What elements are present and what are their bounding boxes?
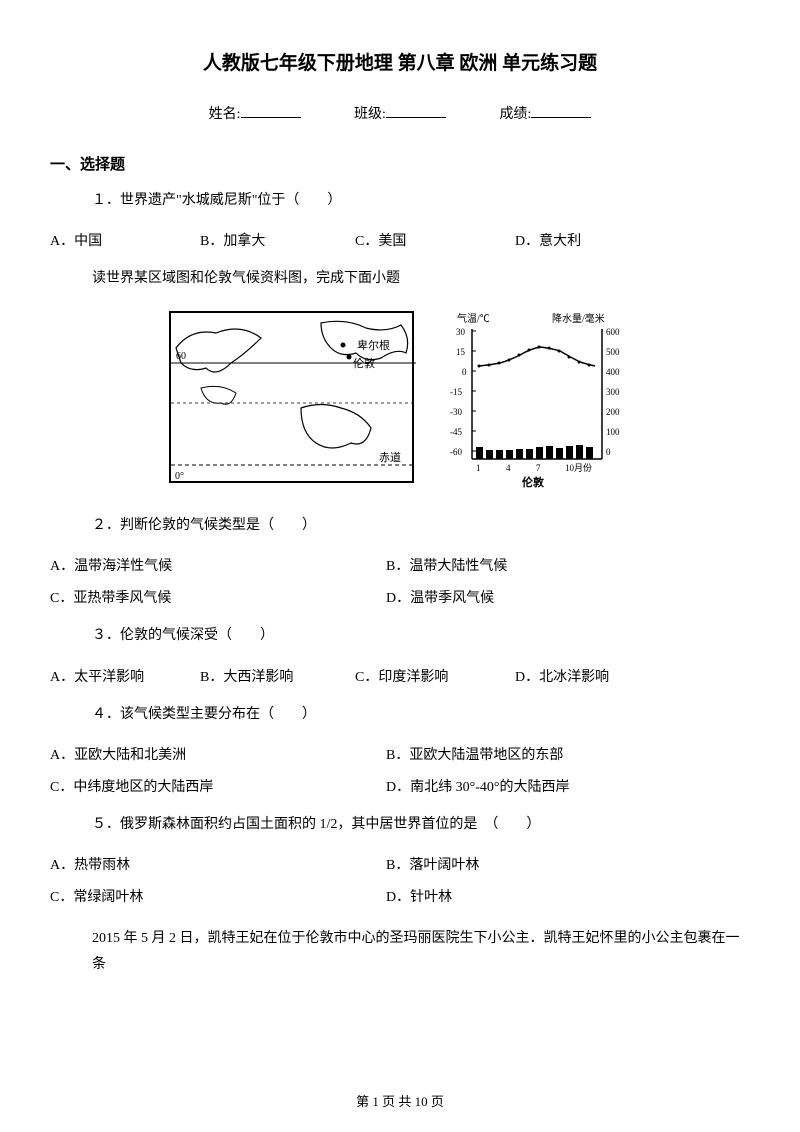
svg-text:100: 100	[606, 427, 620, 437]
section-1-header: 一、选择题	[50, 153, 750, 174]
svg-text:-15: -15	[450, 387, 462, 397]
svg-text:500: 500	[606, 347, 620, 357]
name-blank[interactable]	[241, 117, 301, 118]
question-4: ４．该气候类型主要分布在（ ）	[92, 704, 750, 726]
q3-opt-b[interactable]: B．大西洋影响	[200, 666, 355, 686]
svg-text:60: 60	[176, 351, 186, 362]
score-blank[interactable]	[531, 117, 591, 118]
svg-text:伦敦: 伦敦	[353, 356, 375, 370]
instruction-1: 读世界某区域图和伦敦气候资料图，完成下面小题	[92, 268, 750, 290]
question-2: ２．判断伦敦的气候类型是（ ）	[92, 515, 750, 537]
q1-opt-b[interactable]: B．加拿大	[200, 230, 355, 250]
page-title: 人教版七年级下册地理 第八章 欧洲 单元练习题	[50, 48, 750, 75]
q5-opt-b[interactable]: B．落叶阔叶林	[386, 854, 722, 874]
svg-text:0: 0	[462, 367, 467, 377]
q4-opt-b[interactable]: B．亚欧大陆温带地区的东部	[386, 744, 722, 764]
q1-opt-d[interactable]: D．意大利	[515, 230, 581, 250]
question-5: ５．俄罗斯森林面积约占国土面积的 1/2，其中居世界首位的是 （ ）	[92, 814, 750, 836]
q1-opt-c[interactable]: C．美国	[355, 230, 515, 250]
svg-text:0: 0	[606, 447, 611, 457]
class-label: 班级:	[354, 103, 386, 123]
q5-opt-d[interactable]: D．针叶林	[386, 886, 722, 906]
bottom-paragraph: 2015 年 5 月 2 日，凯特王妃在位于伦敦市中心的圣玛丽医院生下小公主．凯…	[92, 926, 750, 976]
svg-text:1: 1	[476, 463, 481, 473]
svg-text:气温/℃: 气温/℃	[457, 312, 490, 325]
name-label: 姓名:	[209, 103, 241, 123]
page-footer: 第 1 页 共 10 页	[0, 1091, 800, 1110]
svg-text:4: 4	[506, 463, 511, 473]
question-1: １．世界遗产"水城威尼斯"位于（ ）	[92, 190, 750, 212]
q5-opt-c[interactable]: C．常绿阔叶林	[50, 886, 386, 906]
svg-text:-30: -30	[450, 407, 462, 417]
q2-opt-d[interactable]: D．温带季风气候	[386, 587, 722, 607]
svg-text:200: 200	[606, 407, 620, 417]
question-4-options: A．亚欧大陆和北美洲 B．亚欧大陆温带地区的东部 C．中纬度地区的大陆西岸 D．…	[50, 744, 750, 808]
svg-text:15: 15	[456, 347, 466, 357]
q5-opt-a[interactable]: A．热带雨林	[50, 854, 386, 874]
question-2-options: A．温带海洋性气候 B．温带大陆性气候 C．亚热带季风气候 D．温带季风气候	[50, 555, 750, 619]
class-blank[interactable]	[386, 117, 446, 118]
svg-text:赤道: 赤道	[379, 450, 401, 464]
q3-opt-a[interactable]: A．太平洋影响	[50, 666, 200, 686]
svg-text:0°: 0°	[175, 471, 184, 482]
question-3: ３．伦敦的气候深受（ ）	[92, 625, 750, 647]
svg-text:10月份: 10月份	[565, 462, 592, 473]
svg-text:600: 600	[606, 327, 620, 337]
q2-opt-a[interactable]: A．温带海洋性气候	[50, 555, 386, 575]
svg-text:-60: -60	[450, 447, 462, 457]
svg-text:30: 30	[456, 327, 466, 337]
q2-opt-c[interactable]: C．亚热带季风气候	[50, 587, 386, 607]
question-5-options: A．热带雨林 B．落叶阔叶林 C．常绿阔叶林 D．针叶林	[50, 854, 750, 918]
svg-text:伦敦: 伦敦	[522, 475, 545, 489]
svg-text:300: 300	[606, 387, 620, 397]
score-label: 成绩:	[499, 103, 531, 123]
figure-container: 卑尔根 伦敦 60 赤道 0° 气温/℃ 降水量/毫米 30 15 0 -15 …	[50, 311, 750, 491]
svg-text:卑尔根: 卑尔根	[357, 338, 390, 352]
q4-opt-c[interactable]: C．中纬度地区的大陆西岸	[50, 776, 386, 796]
svg-text:降水量/毫米: 降水量/毫米	[552, 312, 605, 325]
q3-opt-d[interactable]: D．北冰洋影响	[515, 666, 609, 686]
climate-chart: 气温/℃ 降水量/毫米 30 15 0 -15 -30 -45 -60 600 …	[432, 311, 632, 491]
student-info-line: 姓名: 班级: 成绩:	[50, 103, 750, 123]
q1-opt-a[interactable]: A．中国	[50, 230, 200, 250]
question-1-options: A．中国 B．加拿大 C．美国 D．意大利	[50, 230, 750, 250]
svg-text:7: 7	[536, 463, 541, 473]
q4-opt-d[interactable]: D．南北纬 30°-40°的大陆西岸	[386, 776, 722, 796]
question-3-options: A．太平洋影响 B．大西洋影响 C．印度洋影响 D．北冰洋影响	[50, 666, 750, 686]
svg-text:-45: -45	[450, 427, 462, 437]
q2-opt-b[interactable]: B．温带大陆性气候	[386, 555, 722, 575]
q3-opt-c[interactable]: C．印度洋影响	[355, 666, 515, 686]
world-map: 卑尔根 伦敦 60 赤道 0°	[169, 311, 414, 483]
q4-opt-a[interactable]: A．亚欧大陆和北美洲	[50, 744, 386, 764]
svg-text:400: 400	[606, 367, 620, 377]
